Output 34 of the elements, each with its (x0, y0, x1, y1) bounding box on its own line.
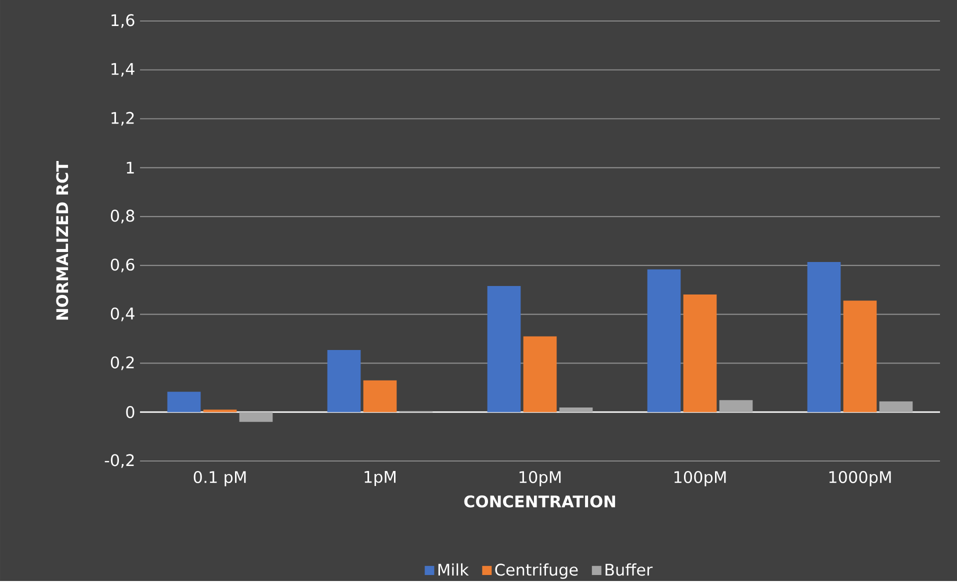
bar (807, 262, 841, 412)
x-tick-label: 1000pM (829, 471, 891, 486)
y-tick-label: 0,4 (110, 308, 134, 322)
y-tick-label: 0,6 (110, 258, 134, 272)
x-tick-label: 10pM (520, 471, 561, 486)
bar (203, 410, 237, 412)
y-tick-label: 1 (126, 162, 134, 174)
bar (843, 300, 877, 412)
y-tick-label: 0 (126, 406, 134, 418)
x-axis-title: CONCENTRATION (464, 495, 616, 508)
y-axis-title: NORMALIZED RCT (56, 161, 68, 320)
x-tick-label: 0.1 pM (194, 471, 246, 486)
y-tick-label: 1,6 (112, 14, 134, 28)
y-tick-label: -0,2 (104, 454, 134, 468)
bar (239, 412, 273, 422)
bar (683, 294, 717, 412)
y-tick-label: 0,2 (110, 356, 134, 370)
bar (523, 336, 557, 412)
legend-label: Centrifuge (495, 563, 578, 579)
bar (167, 392, 201, 412)
y-tick-label: 1,2 (112, 112, 134, 126)
bar (719, 400, 753, 412)
bar (559, 408, 593, 412)
bar (487, 286, 521, 412)
bar (327, 350, 361, 412)
y-tick-label: 0,8 (110, 210, 134, 224)
bar (647, 269, 681, 412)
bar (363, 380, 397, 412)
x-tick-label: 100pM (674, 471, 726, 486)
legend-label: Milk (438, 563, 469, 576)
bar (879, 401, 913, 412)
y-tick-label: 1,4 (112, 63, 134, 77)
legend-label: Buffer (606, 563, 653, 576)
x-tick-label: 1pM (364, 471, 396, 486)
